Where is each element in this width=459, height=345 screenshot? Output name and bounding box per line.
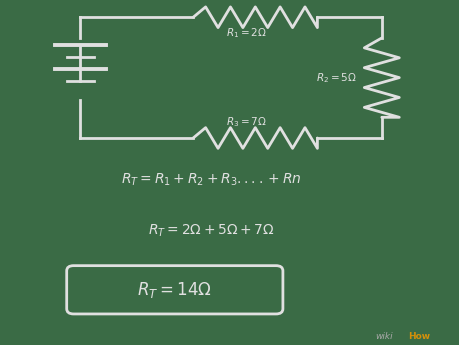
Text: How: How: [407, 332, 429, 341]
Text: $R_T = 14\Omega$: $R_T = 14\Omega$: [137, 280, 212, 300]
Text: $R_3=7\Omega$: $R_3=7\Omega$: [225, 116, 266, 129]
FancyBboxPatch shape: [67, 266, 282, 314]
Text: $R_1=2\Omega$: $R_1=2\Omega$: [225, 26, 266, 40]
Text: $R_2=5\Omega$: $R_2=5\Omega$: [315, 71, 356, 85]
Text: $R_T = R_1+R_2+R_3....+Rn$: $R_T = R_1+R_2+R_3....+Rn$: [121, 171, 301, 188]
Text: wiki: wiki: [375, 332, 392, 341]
Text: $R_T =  2\Omega+ 5\Omega+ 7\Omega$: $R_T = 2\Omega+ 5\Omega+ 7\Omega$: [148, 223, 274, 239]
